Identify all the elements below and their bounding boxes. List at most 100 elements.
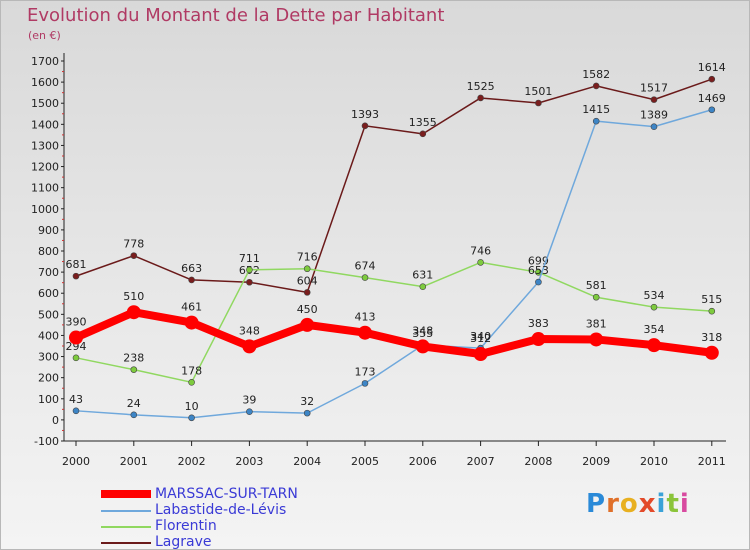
data-label-florentin: 534 bbox=[644, 289, 665, 302]
data-label-labastide-de-l-vis: 24 bbox=[127, 397, 141, 410]
data-label-lagrave: 1393 bbox=[351, 108, 379, 121]
data-label-florentin: 674 bbox=[355, 260, 376, 273]
legend-swatch-labastide bbox=[101, 510, 151, 512]
logo-letter: r bbox=[606, 489, 620, 519]
data-point-labastide-de-l-vis bbox=[361, 380, 369, 387]
y-tick-label: 300 bbox=[38, 351, 59, 364]
data-label-marssac-sur-tarn: 354 bbox=[644, 323, 665, 336]
series-line-marssac-sur-tarn bbox=[72, 308, 716, 359]
data-point-labastide-de-l-vis bbox=[650, 123, 658, 130]
data-point-lagrave bbox=[708, 75, 716, 83]
data-point-labastide-de-l-vis bbox=[535, 278, 542, 286]
data-label-lagrave: 1501 bbox=[524, 85, 552, 98]
y-tick-label: 1700 bbox=[31, 55, 59, 68]
data-label-lagrave: 681 bbox=[66, 258, 87, 271]
data-label-labastide-de-l-vis: 1389 bbox=[640, 109, 668, 122]
data-point-lagrave bbox=[650, 96, 658, 103]
logo-letter: i bbox=[679, 489, 690, 519]
data-label-labastide-de-l-vis: 39 bbox=[242, 394, 256, 407]
data-label-labastide-de-l-vis: 1415 bbox=[582, 103, 610, 116]
data-point-florentin bbox=[477, 259, 484, 266]
legend-label-marssac: MARSSAC-SUR-TARN bbox=[155, 486, 298, 502]
data-point-labastide-de-l-vis bbox=[592, 117, 600, 125]
legend-swatch-lagrave bbox=[101, 542, 151, 544]
legend-swatch-florentin bbox=[101, 526, 151, 528]
data-point-marssac-sur-tarn bbox=[69, 330, 83, 345]
y-tick-label: 1400 bbox=[31, 118, 59, 131]
data-label-lagrave: 1355 bbox=[409, 116, 437, 129]
x-tick-label: 2010 bbox=[640, 455, 668, 468]
data-label-marssac-sur-tarn: 510 bbox=[123, 290, 144, 303]
y-tick-label: 1300 bbox=[31, 139, 59, 152]
data-point-marssac-sur-tarn bbox=[531, 332, 546, 347]
logo-letter: P bbox=[586, 489, 607, 519]
data-label-lagrave: 604 bbox=[297, 274, 318, 287]
data-label-florentin: 631 bbox=[412, 269, 433, 282]
data-point-florentin bbox=[246, 266, 253, 274]
data-point-marssac-sur-tarn bbox=[184, 315, 199, 330]
data-point-lagrave bbox=[130, 252, 138, 259]
x-tick-label: 2008 bbox=[524, 455, 552, 468]
data-point-marssac-sur-tarn bbox=[300, 317, 315, 332]
proxiti-logo: Proxiti bbox=[586, 489, 690, 519]
y-tick-label: 1000 bbox=[31, 203, 59, 216]
series-line-labastide-de-l-vis bbox=[75, 109, 713, 419]
data-label-lagrave: 1582 bbox=[582, 68, 610, 81]
data-label-labastide-de-l-vis: 355 bbox=[412, 327, 433, 340]
y-tick-label: 400 bbox=[38, 329, 59, 342]
data-label-labastide-de-l-vis: 32 bbox=[300, 395, 314, 408]
x-tick-label: 2001 bbox=[120, 455, 148, 468]
logo-letter: i bbox=[656, 489, 667, 519]
data-point-labastide-de-l-vis bbox=[130, 411, 138, 419]
data-label-labastide-de-l-vis: 1469 bbox=[698, 92, 726, 105]
data-label-marssac-sur-tarn: 390 bbox=[66, 316, 87, 329]
data-label-marssac-sur-tarn: 318 bbox=[701, 331, 722, 344]
data-point-marssac-sur-tarn bbox=[704, 345, 719, 360]
y-tick-label: 600 bbox=[38, 287, 59, 300]
data-label-marssac-sur-tarn: 348 bbox=[412, 324, 433, 337]
data-point-lagrave bbox=[246, 278, 253, 286]
data-label-florentin: 699 bbox=[528, 254, 549, 267]
data-point-florentin bbox=[130, 366, 138, 373]
data-point-florentin bbox=[72, 354, 80, 362]
data-point-florentin bbox=[592, 293, 600, 301]
data-label-florentin: 746 bbox=[470, 244, 491, 257]
data-point-florentin bbox=[708, 307, 716, 315]
series-line-lagrave bbox=[75, 78, 713, 294]
data-label-florentin: 581 bbox=[586, 279, 607, 292]
legend-swatch-marssac bbox=[101, 490, 151, 498]
data-point-marssac-sur-tarn bbox=[589, 332, 604, 347]
y-tick-label: 1100 bbox=[31, 182, 59, 195]
data-point-lagrave bbox=[477, 94, 484, 102]
legend-label-florentin: Florentin bbox=[155, 518, 217, 534]
y-tick-label: 200 bbox=[38, 372, 59, 385]
data-label-florentin: 515 bbox=[701, 293, 722, 306]
data-label-marssac-sur-tarn: 450 bbox=[297, 303, 318, 316]
data-label-labastide-de-l-vis: 173 bbox=[355, 365, 376, 378]
data-point-marssac-sur-tarn bbox=[647, 338, 661, 353]
data-point-lagrave bbox=[361, 122, 369, 130]
data-point-labastide-de-l-vis bbox=[72, 407, 80, 415]
data-label-florentin: 178 bbox=[181, 364, 202, 377]
y-tick-label: 0 bbox=[52, 414, 59, 427]
chart-subtitle: (en €) bbox=[28, 29, 61, 42]
logo-letter: x bbox=[638, 489, 657, 519]
x-tick-label: 2003 bbox=[235, 455, 263, 468]
data-point-labastide-de-l-vis bbox=[303, 409, 311, 417]
y-tick-label: 100 bbox=[38, 393, 59, 406]
data-label-florentin: 716 bbox=[297, 251, 318, 264]
data-point-lagrave bbox=[72, 272, 80, 280]
data-label-lagrave: 778 bbox=[123, 238, 144, 251]
logo-letter: o bbox=[619, 489, 639, 519]
data-point-florentin bbox=[361, 274, 369, 281]
data-point-labastide-de-l-vis bbox=[708, 106, 716, 114]
data-point-lagrave bbox=[303, 289, 311, 296]
legend-label-lagrave: Lagrave bbox=[155, 534, 212, 550]
data-label-labastide-de-l-vis: 340 bbox=[470, 330, 491, 343]
logo-letter: t bbox=[666, 489, 680, 519]
x-tick-label: 2011 bbox=[698, 455, 726, 468]
y-tick-label: 1600 bbox=[31, 76, 59, 89]
data-label-florentin: 711 bbox=[239, 252, 260, 265]
